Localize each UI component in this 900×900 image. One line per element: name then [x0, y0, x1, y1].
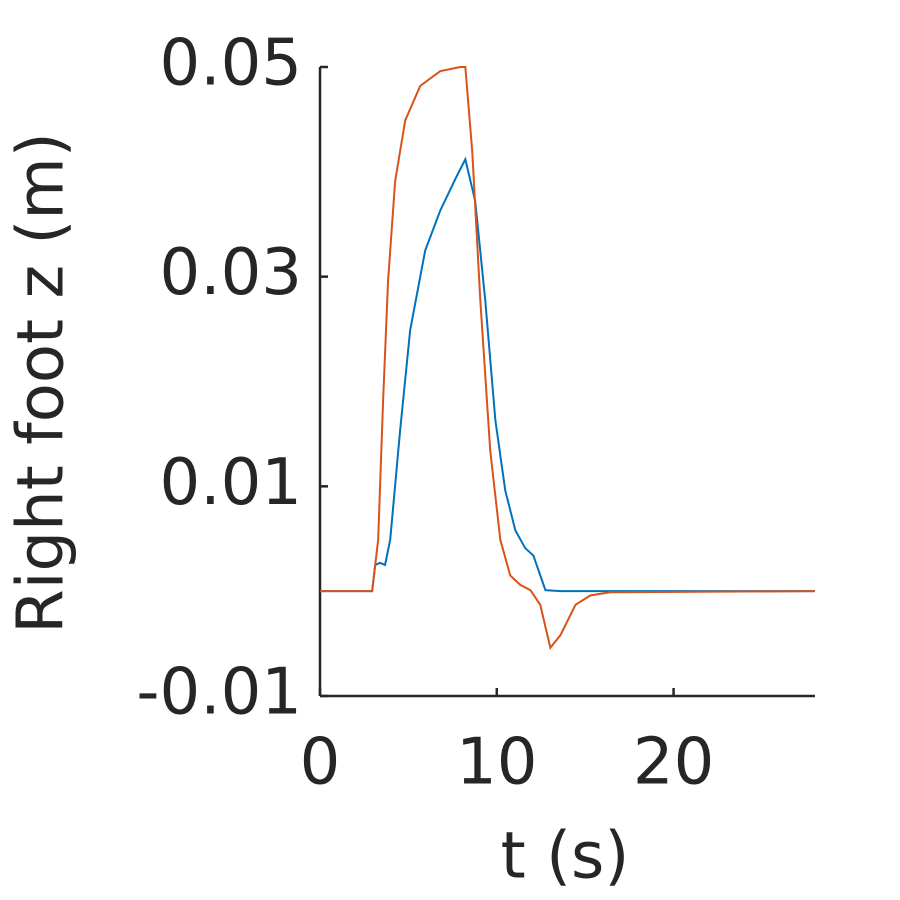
y-tick-label: -0.01 — [136, 656, 302, 730]
x-tick-label: 20 — [633, 726, 714, 800]
x-tick-label: 0 — [300, 726, 341, 800]
y-axis-label: Right foot z (m) — [5, 132, 79, 633]
x-axis-label: t (s) — [501, 820, 630, 894]
y-tick-label: 0.03 — [160, 236, 303, 310]
y-tick-label: 0.01 — [160, 446, 303, 520]
series-line — [320, 156, 815, 593]
y-tick-label: 0.05 — [160, 27, 303, 101]
series-line — [320, 66, 816, 651]
x-tick-label: 10 — [456, 726, 537, 800]
